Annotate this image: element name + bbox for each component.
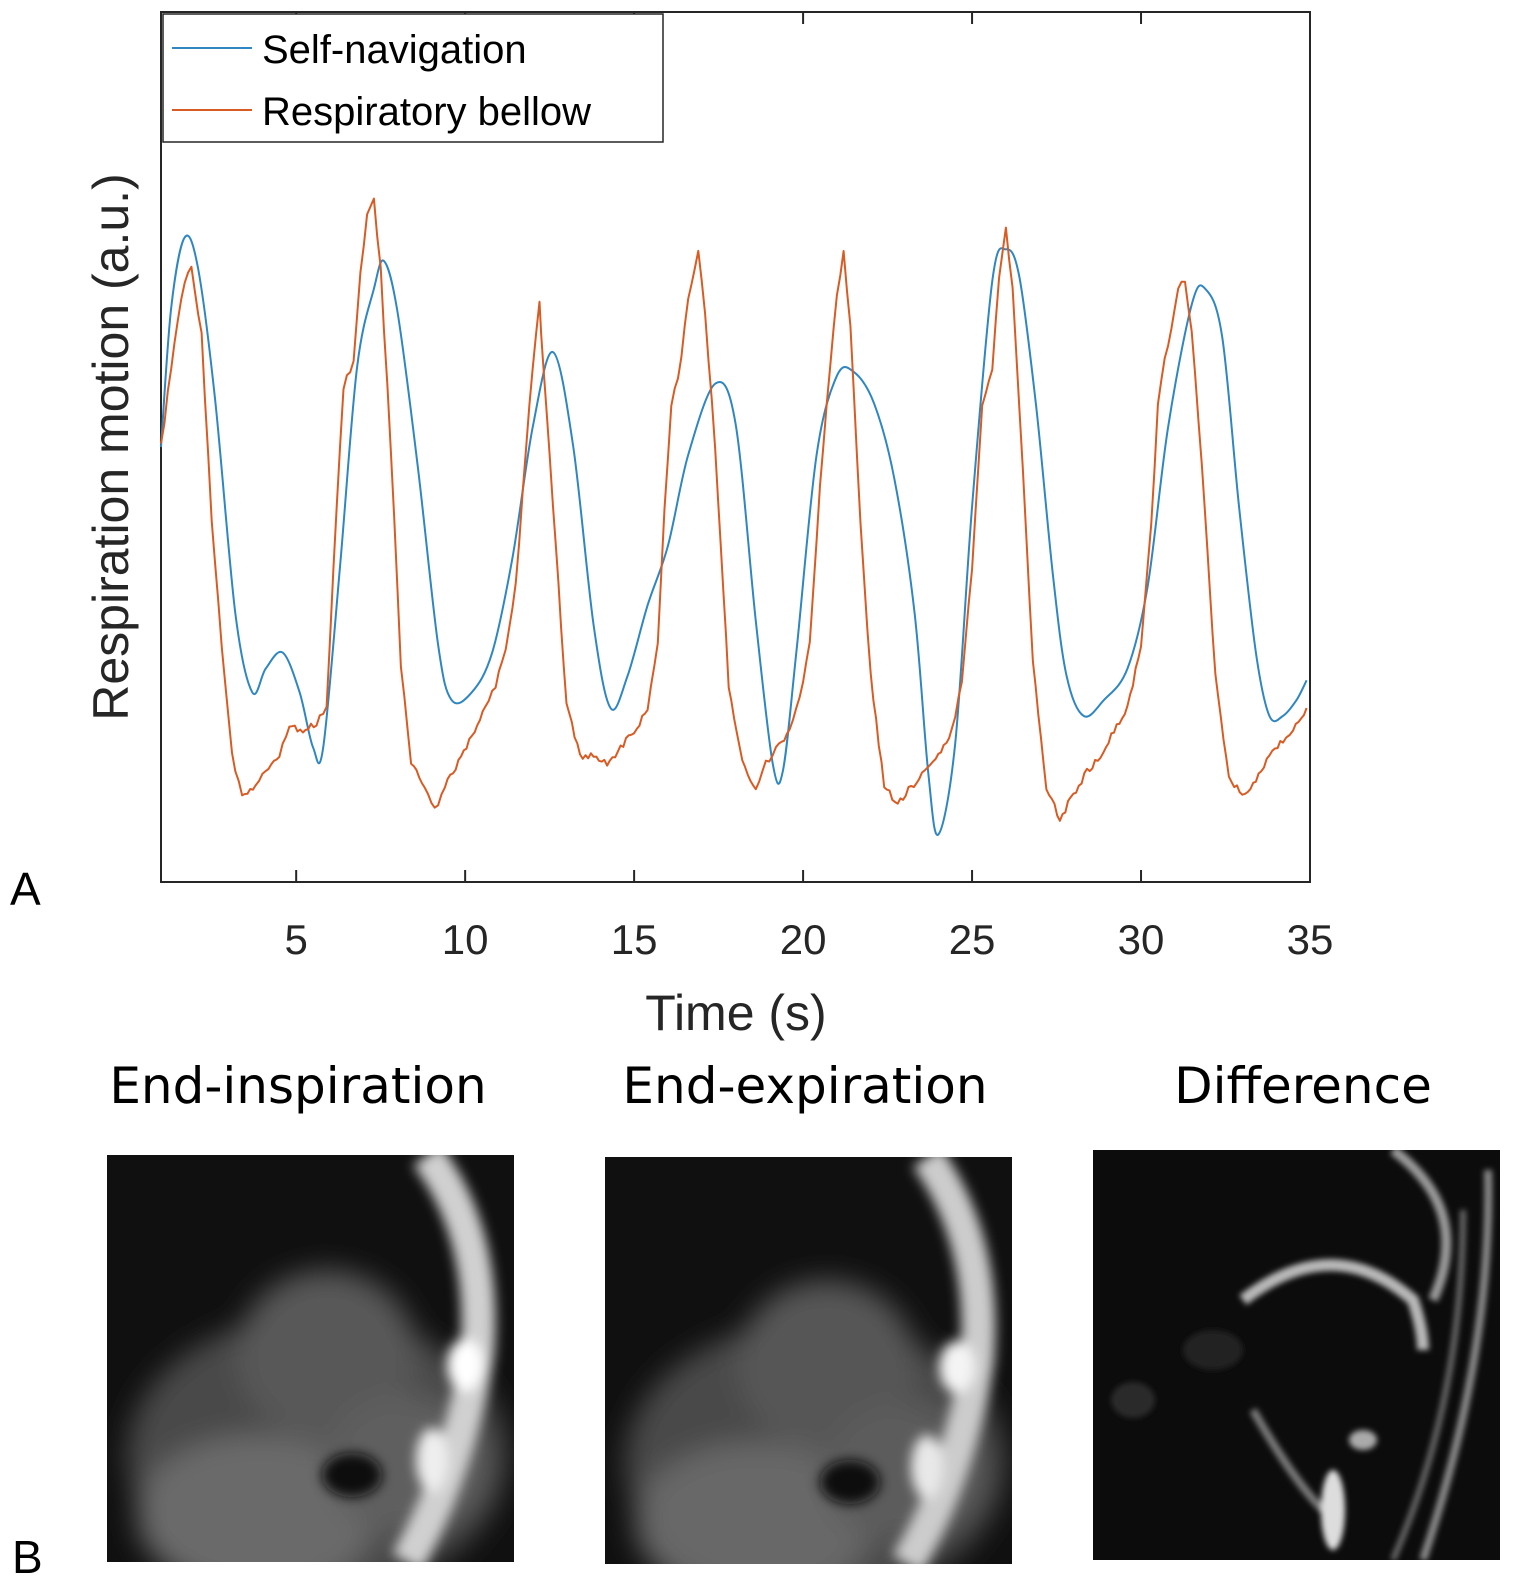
x-tick-label-35: 35 (1287, 916, 1334, 963)
x-tick-label-20: 20 (780, 916, 827, 963)
x-tick-label-25: 25 (949, 916, 996, 963)
y-axis-label: Respiration motion (a.u.) (83, 173, 139, 720)
legend: Self-navigation Respiratory bellow (162, 13, 664, 143)
x-tick-label-30: 30 (1118, 916, 1165, 963)
panel-label-b: B (12, 1531, 43, 1583)
series-lines (160, 197, 1308, 836)
panel-label-a: A (10, 863, 41, 915)
series-line-respiratory-bellow (160, 197, 1308, 822)
legend-label-self-navigation: Self-navigation (262, 28, 527, 72)
x-tick-label-15: 15 (611, 916, 658, 963)
x-tick-label-5: 5 (284, 916, 307, 963)
mri-difference (1093, 1150, 1500, 1560)
x-axis-label: Time (s) (645, 985, 826, 1041)
plot-area (160, 11, 1311, 883)
x-axis-ticks: 5 10 15 20 25 30 35 (284, 12, 1333, 963)
legend-box (162, 13, 664, 143)
image-title-end-expiration: End-expiration (622, 1057, 988, 1115)
mri-end-expiration (605, 1157, 1012, 1564)
legend-label-respiratory-bellow: Respiratory bellow (262, 90, 591, 134)
image-title-end-inspiration: End-inspiration (109, 1057, 487, 1115)
x-tick-label-10: 10 (442, 916, 489, 963)
respiration-chart: 5 10 15 20 25 30 35 Time (s) Respiration motio… (83, 11, 1333, 1041)
image-title-difference: Difference (1174, 1057, 1432, 1115)
series-line-self-navigation (160, 234, 1308, 836)
mri-end-inspiration (107, 1155, 514, 1562)
